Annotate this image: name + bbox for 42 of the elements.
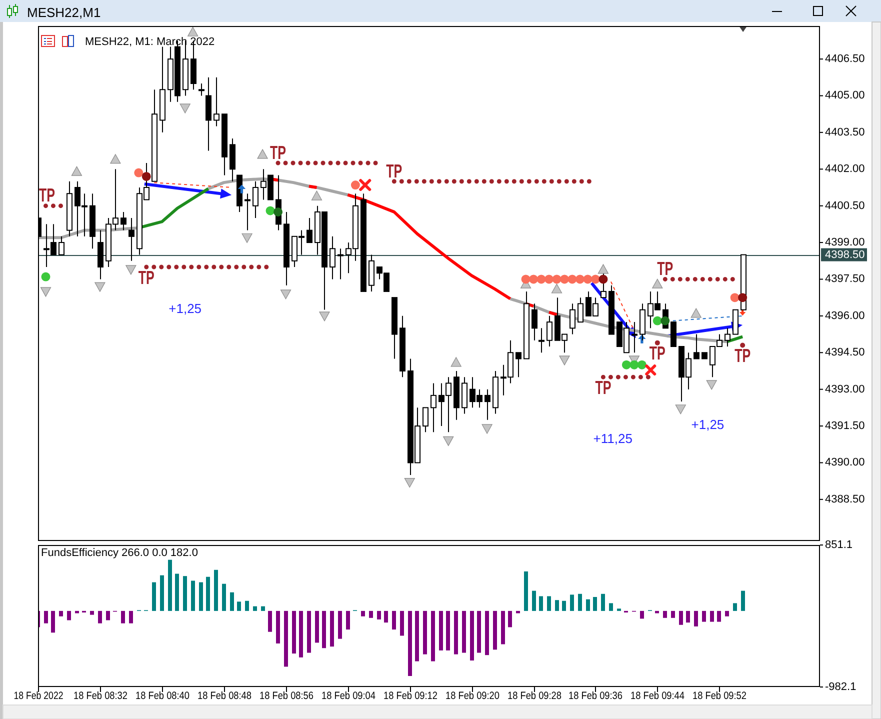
y-tick-label: 4402.00	[825, 163, 865, 176]
y-tick-label: 4394.50	[825, 346, 865, 359]
series-label: TP	[734, 346, 751, 367]
x-tick-label: 18 Feb 09:04	[322, 690, 384, 702]
y-tick-label: 4390.00	[825, 456, 865, 469]
x-tick-label: 18 Feb 09:28	[508, 690, 570, 702]
x-tick-label: 18 Feb 08:40	[136, 690, 198, 702]
ref-line-label: 4398.50	[825, 248, 865, 261]
chart-title: MESH22,M1	[27, 4, 101, 20]
text: MESH22, M1: March 2022	[85, 36, 215, 48]
y-tick-label: 4399.00	[825, 236, 865, 249]
y-tick-label: 4397.50	[825, 273, 865, 286]
x-tick-label: 18 Feb 09:36	[568, 690, 630, 702]
series-label: TP	[38, 185, 56, 206]
x-tick-label: 18 Feb 09:44	[630, 690, 692, 702]
y-tick-label: 4391.50	[825, 420, 865, 432]
x-tick-label: 18 Feb 08:32	[74, 690, 136, 702]
annotation: +1,25	[691, 416, 724, 432]
chart-title: FundsEfficiency 266.0 0.0 182.0	[41, 547, 198, 559]
series-label: TP	[138, 267, 155, 289]
y-tick-label: 4388.50	[825, 493, 865, 506]
x-tick-label: 18 Feb 09:52	[692, 690, 754, 702]
x-tick-label: 18 Feb 2022	[14, 690, 73, 702]
y-tick-label: 4400.50	[825, 200, 865, 212]
annotation: +1,25	[168, 300, 202, 316]
series-label: TP	[649, 343, 666, 364]
series-label: TP	[595, 377, 612, 399]
x-tick-label: 18 Feb 08:48	[198, 690, 260, 702]
y-tick-label: -982.1	[825, 681, 856, 693]
series-label: TP	[657, 258, 674, 280]
annotation: +11,25	[593, 430, 632, 446]
y-tick-label: 4405.00	[825, 90, 865, 102]
y-tick-label: 4406.50	[825, 53, 865, 66]
x-tick-label: 18 Feb 09:12	[384, 690, 446, 702]
x-tick-label: 18 Feb 09:20	[446, 690, 508, 702]
y-tick-label: 4403.50	[825, 126, 865, 138]
x-tick-label: 18 Feb 08:56	[260, 690, 322, 702]
series-label: TP	[386, 160, 402, 182]
y-tick-label: 4396.00	[825, 310, 865, 322]
series-label: TP	[270, 142, 286, 164]
y-tick-label: 851.1	[825, 539, 853, 551]
y-tick-label: 4393.00	[825, 383, 865, 396]
